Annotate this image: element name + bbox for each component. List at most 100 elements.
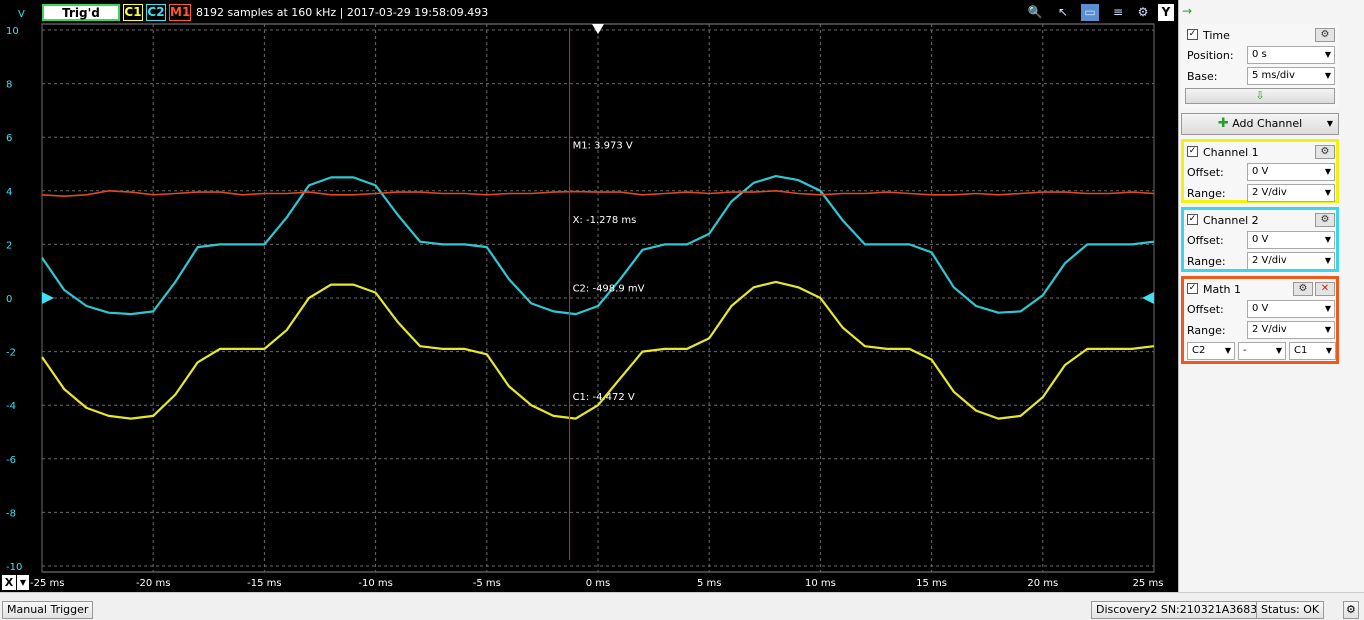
math1-range-select[interactable]: 2 V/div ▼ — [1247, 321, 1335, 339]
math1-offset-value: 0 V — [1252, 303, 1269, 314]
chevron-down-icon: ▼ — [1224, 346, 1231, 355]
math1-operand-a-select[interactable]: C2 ▼ — [1187, 342, 1235, 360]
chevron-down-icon[interactable]: ▼ — [17, 575, 29, 590]
math1-title: Math 1 — [1203, 283, 1242, 296]
chevron-down-icon: ▼ — [1326, 119, 1333, 128]
channel1-checkbox[interactable]: ✓ — [1187, 146, 1198, 157]
arrow-down-icon: ⇩ — [1255, 89, 1265, 102]
x-tick-label: -10 ms — [358, 578, 392, 589]
math1-range-value: 2 V/div — [1252, 324, 1287, 335]
status-bar: Manual Trigger Discovery2 SN:210321A3683… — [0, 592, 1364, 620]
channel2-settings-icon[interactable]: ⚙ — [1315, 213, 1335, 227]
time-base-label: Base: — [1187, 70, 1218, 83]
chevron-down-icon: ▼ — [1324, 71, 1331, 80]
channel1-range-select[interactable]: 2 V/div ▼ — [1247, 184, 1335, 202]
arrow-right-icon[interactable]: → — [1182, 4, 1193, 18]
chevron-down-icon: ▼ — [1324, 325, 1331, 334]
y-tick-label: 2 — [6, 240, 12, 251]
y-tick-label: 0 — [6, 294, 12, 305]
x-tick-label: 0 ms — [586, 578, 611, 589]
acquisition-info: 8192 samples at 160 kHz | 2017-03-29 19:… — [196, 6, 489, 19]
channel2-range-label: Range: — [1187, 255, 1226, 268]
y-tick-label: -6 — [6, 455, 16, 466]
time-position-select[interactable]: 0 s ▼ — [1247, 46, 1335, 64]
math1-operator-value: - — [1243, 345, 1247, 356]
chevron-down-icon: ▼ — [1324, 167, 1331, 176]
trigger-position-marker[interactable] — [592, 24, 604, 34]
trace-c2 — [41, 175, 1155, 316]
channel2-checkbox[interactable]: ✓ — [1187, 214, 1198, 225]
time-checkbox[interactable]: ✓ — [1187, 29, 1198, 40]
measurements-icon[interactable]: ≡ — [1112, 5, 1124, 19]
chevron-down-icon: ▼ — [1275, 346, 1282, 355]
math1-operand-b-select[interactable]: C1 ▼ — [1289, 342, 1336, 360]
math1-box: ✓ Math 1 ⚙ ✕ Offset: 0 V ▼ Range: 2 V/div… — [1181, 276, 1339, 364]
x-tick-label: -25 ms — [30, 578, 64, 589]
cursor-readout-c1: C1: -4.472 V — [573, 392, 635, 403]
y-axis-button[interactable]: Y — [1158, 4, 1174, 21]
time-base-select[interactable]: 5 ms/div ▼ — [1247, 67, 1335, 85]
device-info-button[interactable]: Discovery2 SN:210321A36833 — [1091, 601, 1270, 619]
x-tick-label: -5 ms — [473, 578, 501, 589]
chevron-down-icon: ▼ — [1325, 346, 1332, 355]
channel1-settings-icon[interactable]: ⚙ — [1315, 145, 1335, 159]
math1-settings-icon[interactable]: ⚙ — [1293, 282, 1313, 296]
oscilloscope-plot[interactable]: 10 8 6 4 2 0 -2 -4 -6 -8 -10 -25 ms -20 ms -15 ms -10 … — [0, 0, 1178, 592]
channel1-offset-label: Offset: — [1187, 166, 1224, 179]
status-ok-button[interactable]: Status: OK — [1256, 601, 1325, 619]
y-tick-label: 6 — [6, 133, 12, 144]
chevron-down-icon: ▼ — [1324, 256, 1331, 265]
y-tick-label: 4 — [6, 187, 12, 198]
time-title: Time — [1203, 29, 1230, 42]
channel1-title: Channel 1 — [1203, 146, 1259, 159]
settings-gear-icon[interactable]: ⚙ — [1137, 5, 1149, 19]
offset-marker-left[interactable] — [42, 292, 54, 304]
math1-operator-select[interactable]: - ▼ — [1238, 342, 1286, 360]
add-channel-button[interactable]: ✚ Add Channel ▼ — [1181, 113, 1339, 135]
math1-offset-select[interactable]: 0 V ▼ — [1247, 300, 1335, 318]
channel1-offset-select[interactable]: 0 V ▼ — [1247, 163, 1335, 181]
manual-trigger-button[interactable]: Manual Trigger — [2, 601, 94, 619]
math1-badge[interactable]: M1 — [169, 4, 191, 21]
plot-border — [41, 23, 1155, 573]
trigger-status-badge[interactable]: Trig'd — [42, 4, 120, 21]
cursor-mode-icon[interactable]: ↖ — [1057, 5, 1069, 19]
time-settings-icon[interactable]: ⚙ — [1315, 28, 1335, 42]
y-tick-label: 8 — [6, 80, 12, 91]
screen-layout-icon[interactable]: ▭ — [1081, 4, 1099, 21]
x-tick-label: 10 ms — [805, 578, 836, 589]
settings-panel: → ✓ Time ⚙ Position: 0 s ▼ Base: 5 ms/div… — [1178, 0, 1364, 592]
plus-icon: ✚ — [1217, 116, 1229, 131]
y-tick-label: -2 — [6, 348, 16, 359]
x-tick-label: 5 ms — [697, 578, 722, 589]
channel2-range-select[interactable]: 2 V/div ▼ — [1247, 252, 1335, 270]
channel2-badge[interactable]: C2 — [146, 4, 166, 21]
y-tick-label: -10 — [6, 562, 22, 573]
x-tick-label: 15 ms — [916, 578, 947, 589]
cursor-readout-x: X: -1.278 ms — [573, 215, 637, 226]
chevron-down-icon: ▼ — [1324, 304, 1331, 313]
math1-checkbox[interactable]: ✓ — [1187, 283, 1198, 294]
time-position-value: 0 s — [1252, 49, 1267, 60]
time-box: ✓ Time ⚙ Position: 0 s ▼ Base: 5 ms/div ▼ … — [1181, 24, 1339, 108]
offset-marker-right[interactable] — [1142, 292, 1154, 304]
status-settings-icon[interactable]: ⚙ — [1343, 601, 1359, 619]
zoom-icon[interactable]: 🔍 — [1027, 5, 1043, 19]
oscilloscope-view[interactable]: 10 8 6 4 2 0 -2 -4 -6 -8 -10 -25 ms -20 ms -15 ms -10 … — [0, 0, 1178, 592]
x-tick-label: 25 ms — [1133, 578, 1164, 589]
chevron-down-icon: ▼ — [1324, 50, 1331, 59]
x-axis-button[interactable]: X — [2, 575, 16, 590]
collapse-time-button[interactable]: ⇩ — [1185, 88, 1335, 104]
channel1-range-value: 2 V/div — [1252, 187, 1287, 198]
chevron-down-icon: ▼ — [1324, 188, 1331, 197]
channel2-title: Channel 2 — [1203, 214, 1259, 227]
close-icon[interactable]: ✕ — [1315, 282, 1335, 296]
channel1-badge[interactable]: C1 — [123, 4, 143, 21]
math1-range-label: Range: — [1187, 324, 1226, 337]
x-tick-label: 20 ms — [1027, 578, 1058, 589]
channel1-box: ✓ Channel 1 ⚙ Offset: 0 V ▼ Range: 2 V/di… — [1181, 139, 1339, 203]
y-tick-label: -4 — [6, 401, 16, 412]
channel2-offset-select[interactable]: 0 V ▼ — [1247, 231, 1335, 249]
panel-scrollbar[interactable] — [1345, 0, 1364, 592]
trace-m1 — [41, 190, 1155, 197]
